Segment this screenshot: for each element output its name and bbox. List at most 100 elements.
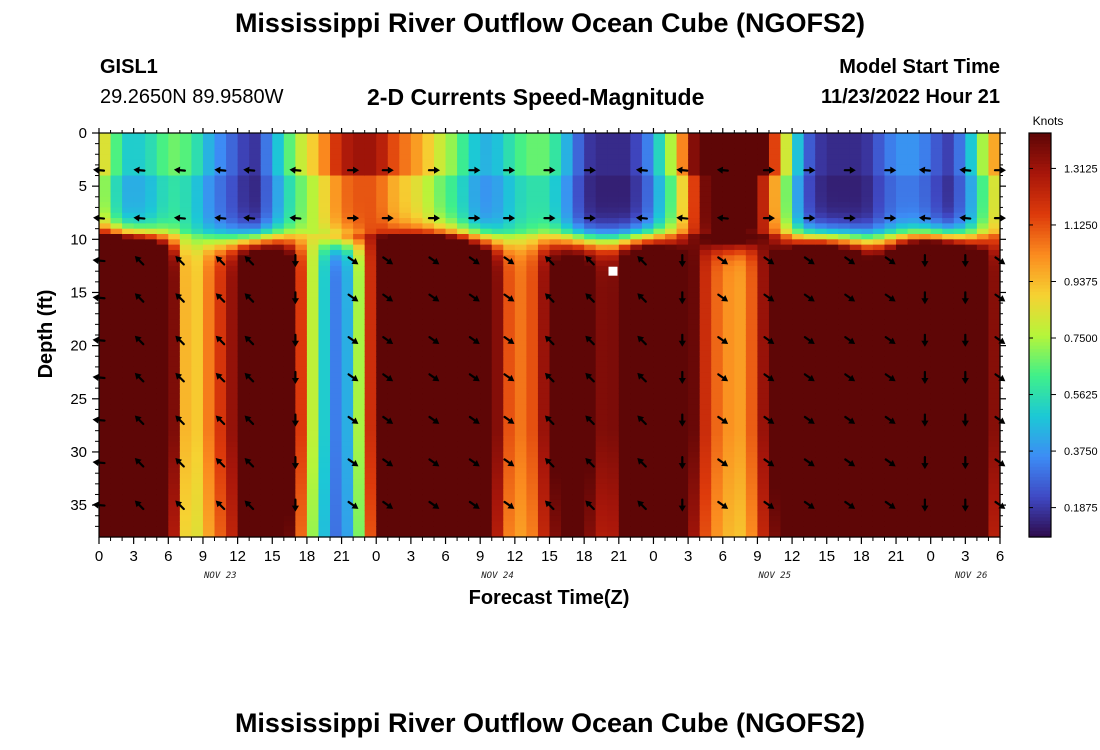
heat-cell — [433, 175, 447, 182]
heat-cell — [306, 531, 320, 538]
heat-cell — [549, 494, 562, 501]
heat-cell — [688, 335, 701, 341]
heat-cell — [168, 239, 181, 246]
heat-cell — [849, 244, 862, 251]
heat-cell — [653, 324, 666, 331]
heat-cell — [353, 510, 366, 517]
heat-cell — [399, 340, 412, 347]
heat-cell — [318, 372, 331, 379]
heat-cell — [630, 462, 643, 469]
heat-cell — [399, 138, 412, 145]
heat-cell — [145, 202, 158, 209]
heat-cell — [514, 521, 527, 527]
heat-cell — [468, 265, 481, 272]
heat-cell — [445, 457, 458, 464]
heat-cell — [503, 457, 516, 464]
heat-cell — [572, 393, 585, 400]
heat-cell — [376, 324, 389, 331]
heat-cell — [422, 457, 435, 464]
heat-cell — [145, 297, 158, 304]
heat-cell — [353, 164, 366, 171]
heat-cell — [665, 457, 678, 464]
heat-cell — [399, 223, 412, 230]
heat-cell — [745, 313, 759, 320]
heat-cell — [780, 409, 793, 416]
heat-cell — [468, 228, 481, 235]
heat-cell — [376, 404, 389, 411]
heat-cell — [191, 244, 204, 251]
heat-cell — [722, 510, 735, 517]
heat-cell — [249, 430, 262, 437]
heat-cell — [399, 159, 412, 166]
heat-cell — [780, 164, 793, 171]
heat-cell — [295, 260, 308, 267]
heat-cell — [665, 526, 678, 533]
heat-cell — [561, 345, 574, 352]
heat-cell — [387, 319, 400, 325]
heat-cell — [491, 244, 504, 251]
heat-cell — [803, 382, 816, 389]
heat-cell — [330, 441, 343, 448]
heat-cell — [179, 489, 193, 496]
heat-cell — [653, 531, 666, 538]
heat-cell — [202, 138, 216, 145]
heat-cell — [318, 457, 331, 464]
heat-cell — [699, 303, 712, 310]
heat-cell — [630, 393, 643, 400]
heat-cell — [768, 531, 782, 538]
heat-cell — [699, 372, 712, 379]
heat-cell — [410, 159, 424, 166]
heat-cell — [722, 260, 735, 267]
station-id: GISL1 — [100, 56, 158, 78]
heat-cell — [549, 260, 562, 267]
heat-cell — [330, 531, 343, 538]
heat-cell — [399, 335, 412, 341]
heat-cell — [665, 478, 678, 485]
heat-cell — [318, 180, 331, 187]
heat-cell — [745, 409, 759, 416]
heat-cell — [318, 164, 331, 171]
heat-cell — [202, 361, 216, 368]
heat-cell — [226, 313, 239, 320]
heat-cell — [514, 531, 527, 538]
heat-cell — [803, 436, 816, 442]
heat-cell — [792, 388, 805, 395]
heat-cell — [826, 319, 839, 325]
heat-cell — [503, 148, 516, 155]
heat-cell — [549, 191, 562, 198]
heat-cell — [630, 239, 643, 246]
heat-cell — [572, 281, 585, 288]
heat-cell — [491, 356, 504, 363]
heat-cell — [561, 478, 574, 485]
heat-cell — [330, 319, 343, 325]
heat-cell — [711, 521, 724, 527]
heat-cell — [526, 292, 539, 299]
heat-cell — [514, 287, 527, 294]
heat-cell — [595, 276, 608, 283]
heat-cell — [341, 515, 354, 522]
heat-cell — [376, 499, 389, 506]
heat-cell — [641, 393, 655, 400]
heat-cell — [330, 526, 343, 533]
heat-cell — [699, 457, 712, 464]
heat-cell — [803, 425, 816, 432]
heat-cell — [503, 388, 516, 395]
heat-cell — [433, 164, 447, 171]
heat-cell — [491, 409, 504, 416]
heat-cell — [376, 489, 389, 496]
heat-cell — [537, 207, 551, 214]
heat-cell — [145, 505, 158, 512]
heat-cell — [618, 228, 631, 235]
heat-cell — [110, 441, 123, 448]
heat-cell — [179, 170, 193, 177]
heat-cell — [330, 202, 343, 209]
heat-cell — [330, 388, 343, 395]
heat-cell — [272, 361, 285, 368]
heat-cell — [688, 531, 701, 538]
heat-cell — [699, 244, 712, 251]
heat-cell — [618, 420, 631, 426]
heat-cell — [133, 377, 146, 384]
heat-cell — [503, 319, 516, 325]
heat-cell — [526, 287, 539, 294]
heat-cell — [387, 143, 400, 150]
